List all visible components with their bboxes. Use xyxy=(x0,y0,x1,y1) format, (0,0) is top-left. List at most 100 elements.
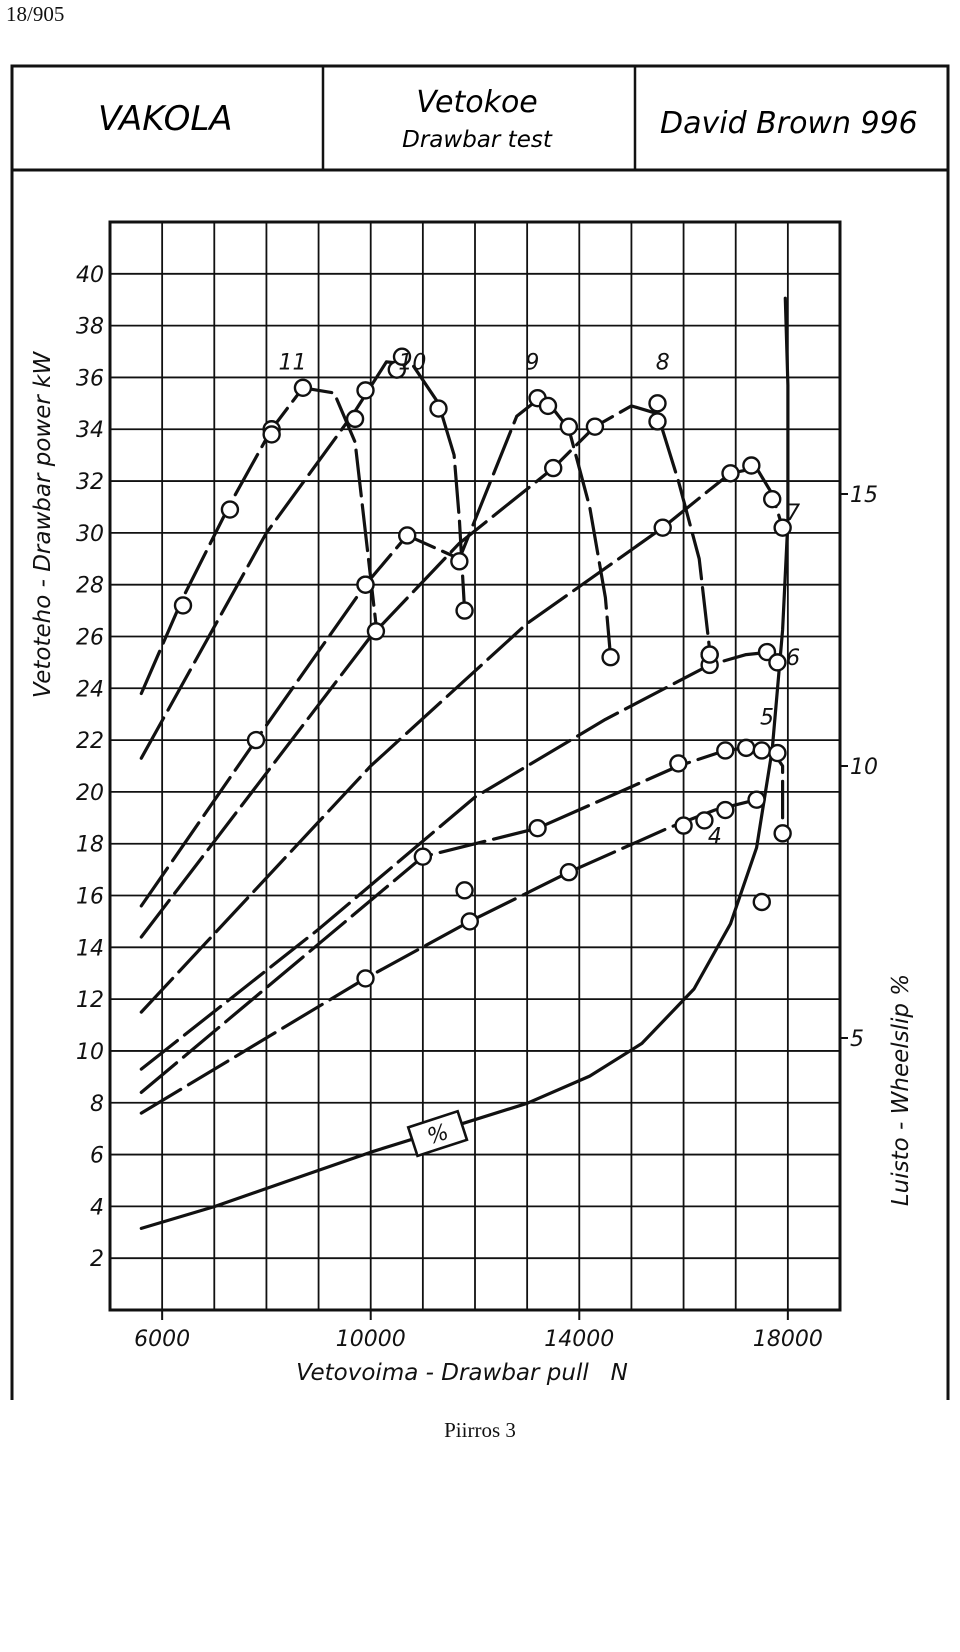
data-point-4 xyxy=(674,816,693,835)
data-point-10 xyxy=(429,399,448,418)
data-point-4 xyxy=(695,811,714,830)
data-point-7 xyxy=(763,489,782,509)
data-point-10 xyxy=(356,381,375,400)
y-tick-label: 36 xyxy=(76,366,104,391)
data-point-5 xyxy=(716,741,735,760)
header-center-subtitle: Drawbar test xyxy=(402,127,553,153)
y-tick-label: 18 xyxy=(76,833,104,858)
data-point-4 xyxy=(773,824,792,843)
figure-caption: Piirros 3 xyxy=(444,1418,516,1442)
series-line-4 xyxy=(139,798,759,1115)
y2-tick-label: 10 xyxy=(850,755,878,780)
data-point-6 xyxy=(768,653,787,672)
series-line-wheelslip xyxy=(139,296,790,1230)
data-point-5 xyxy=(528,818,547,838)
y-tick-label: 40 xyxy=(76,263,104,288)
y-tick-label: 20 xyxy=(76,781,104,806)
y-tick-label: 12 xyxy=(76,988,104,1013)
y-tick-label: 26 xyxy=(76,625,104,650)
data-point-4 xyxy=(747,790,766,809)
series-lines xyxy=(139,296,790,1230)
y2-tick-label: 5 xyxy=(850,1027,864,1052)
x-tick-label: 18000 xyxy=(753,1327,823,1352)
series-line-6 xyxy=(139,650,785,1071)
series-label-7: 7 xyxy=(786,501,800,526)
data-point-4 xyxy=(460,912,479,931)
header-right: David Brown 996 xyxy=(660,106,918,141)
wheelslip-label-box xyxy=(406,1109,469,1158)
data-point-11 xyxy=(220,500,240,519)
data-point-6 xyxy=(700,645,719,664)
y-tick-label: 8 xyxy=(90,1092,104,1117)
series-line-9 xyxy=(139,394,613,908)
series-points xyxy=(173,347,792,988)
y2-tick-label: 15 xyxy=(850,483,878,508)
data-point-11 xyxy=(293,378,313,397)
series-label-10: 10 xyxy=(398,351,426,376)
y-tick-label: 24 xyxy=(76,677,104,702)
data-point-9 xyxy=(356,575,375,594)
y-tick-label: 10 xyxy=(76,1040,104,1065)
data-point-4 xyxy=(716,800,735,820)
series-line-11 xyxy=(139,386,378,696)
data-point-4 xyxy=(559,863,579,882)
data-point-9 xyxy=(538,396,558,416)
data-point-10 xyxy=(345,409,365,429)
series-label-9: 9 xyxy=(525,351,539,376)
y-tick-label: 2 xyxy=(90,1247,104,1272)
data-point-11 xyxy=(173,596,193,615)
series-label-4: 4 xyxy=(708,825,722,850)
y-tick-label: 30 xyxy=(76,522,104,547)
series-label-5: 5 xyxy=(760,706,774,731)
data-point-7 xyxy=(773,518,792,537)
data-point-4 xyxy=(455,881,474,900)
y-tick-label: 28 xyxy=(76,574,104,599)
series-line-10 xyxy=(139,360,467,760)
y-tick-label: 16 xyxy=(76,885,104,910)
x-axis-label: Vetovoima - Drawbar pull N xyxy=(296,1360,628,1386)
y-axis-label: Vetoteho - Drawbar power kW xyxy=(30,351,56,699)
document-id: 18/905 xyxy=(6,2,65,26)
data-point-10 xyxy=(455,601,474,620)
header-left: VAKOLA xyxy=(98,99,233,139)
data-point-10 xyxy=(392,347,412,366)
data-point-11 xyxy=(366,622,386,641)
x-tick-label: 14000 xyxy=(544,1327,614,1352)
data-point-5 xyxy=(736,738,756,758)
ticks: 6000 10000 14000 18000246810121416182022242… xyxy=(76,263,878,1352)
y-tick-label: 22 xyxy=(76,729,104,754)
data-point-8 xyxy=(544,458,563,478)
data-point-7 xyxy=(653,518,672,537)
y-tick-label: 6 xyxy=(90,1144,104,1169)
data-point-5 xyxy=(768,743,787,763)
x-tick-label: 10000 xyxy=(336,1327,406,1352)
data-point-11 xyxy=(262,425,281,444)
series-line-8 xyxy=(139,404,712,939)
y-tick-label: 4 xyxy=(90,1195,104,1220)
data-point-5 xyxy=(413,847,433,866)
data-point-9 xyxy=(559,417,579,436)
data-point-8 xyxy=(648,394,667,413)
data-point-7 xyxy=(721,464,740,483)
data-point-8 xyxy=(648,412,667,431)
outer-frame xyxy=(10,64,950,1400)
y2-axis-label: Luisto - Wheelslip % xyxy=(888,974,914,1206)
y-tick-label: 34 xyxy=(76,418,104,443)
data-point-9 xyxy=(398,526,417,545)
x-tick-label: 6000 xyxy=(134,1327,190,1352)
data-point-4 xyxy=(356,969,375,988)
data-point-5 xyxy=(752,741,771,760)
data-point-wheelslip xyxy=(752,892,771,912)
grid xyxy=(110,222,840,1310)
y-tick-label: 14 xyxy=(76,936,104,961)
drawbar-chart: VAKOLA Vetokoe Drawbar test David Brown … xyxy=(10,64,950,1400)
data-point-8 xyxy=(585,417,605,436)
y-tick-label: 38 xyxy=(76,315,104,340)
series-line-7 xyxy=(139,466,785,1014)
series-label-6: 6 xyxy=(786,646,800,671)
header-center-title: Vetokoe xyxy=(416,85,538,120)
data-point-9 xyxy=(450,552,469,571)
data-point-5 xyxy=(669,754,688,773)
y-tick-label: 32 xyxy=(76,470,104,495)
